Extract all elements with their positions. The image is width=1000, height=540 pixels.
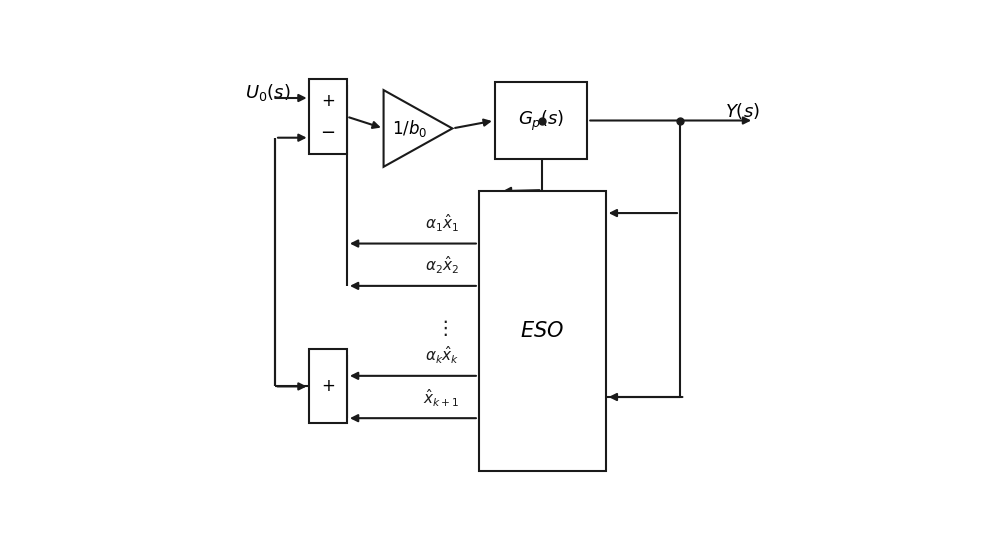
Text: $\alpha_1\hat{x}_1$: $\alpha_1\hat{x}_1$ — [425, 212, 459, 234]
Text: $U_0(s)$: $U_0(s)$ — [245, 82, 290, 103]
Text: $-$: $-$ — [320, 123, 336, 140]
Text: $G_p(s)$: $G_p(s)$ — [518, 109, 564, 133]
Text: $\vdots$: $\vdots$ — [435, 318, 448, 338]
Text: $Y(s)$: $Y(s)$ — [725, 101, 760, 122]
Bar — [479, 191, 606, 471]
Text: $ESO$: $ESO$ — [520, 321, 564, 341]
Bar — [309, 349, 347, 423]
Text: $\alpha_2\hat{x}_2$: $\alpha_2\hat{x}_2$ — [425, 255, 459, 276]
Text: $1/b_0$: $1/b_0$ — [392, 118, 427, 139]
Bar — [495, 82, 587, 159]
Text: $\alpha_k\hat{x}_k$: $\alpha_k\hat{x}_k$ — [425, 345, 459, 366]
Text: $+$: $+$ — [321, 377, 335, 395]
Bar — [309, 79, 347, 153]
Text: $\hat{x}_{k+1}$: $\hat{x}_{k+1}$ — [423, 387, 460, 409]
Text: $+$: $+$ — [321, 92, 335, 110]
Polygon shape — [384, 90, 452, 167]
